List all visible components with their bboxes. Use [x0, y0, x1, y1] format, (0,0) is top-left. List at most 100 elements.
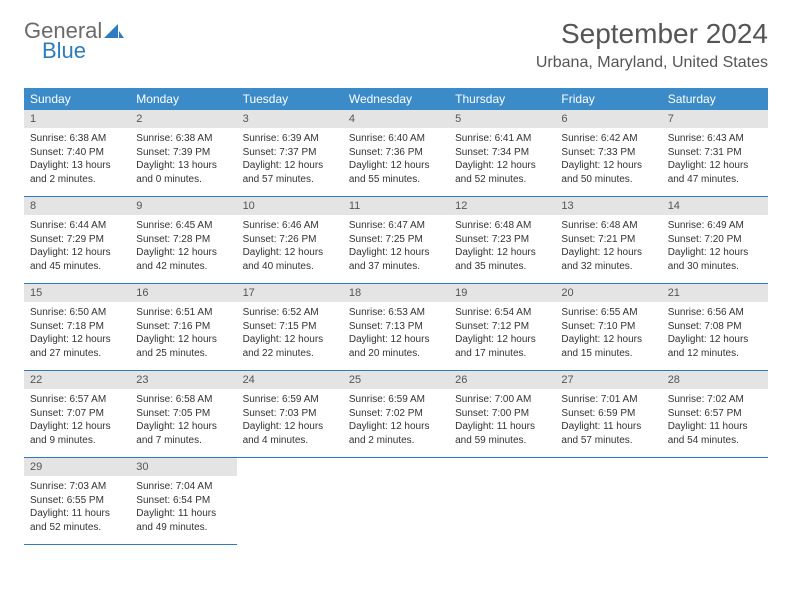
calendar-cell: 6Sunrise: 6:42 AMSunset: 7:33 PMDaylight… — [555, 110, 661, 197]
day-number: 19 — [449, 284, 555, 302]
day-number: 11 — [343, 197, 449, 215]
sunset-text: Sunset: 7:13 PM — [349, 320, 443, 334]
day-number: 16 — [130, 284, 236, 302]
sunrise-text: Sunrise: 6:38 AM — [30, 132, 124, 146]
daylight-text: Daylight: 12 hours and 52 minutes. — [455, 159, 549, 186]
sunset-text: Sunset: 7:23 PM — [455, 233, 549, 247]
daylight-text: Daylight: 12 hours and 22 minutes. — [243, 333, 337, 360]
sunset-text: Sunset: 7:40 PM — [30, 146, 124, 160]
day-body: Sunrise: 7:00 AMSunset: 7:00 PMDaylight:… — [449, 389, 555, 457]
calendar-cell: 4Sunrise: 6:40 AMSunset: 7:36 PMDaylight… — [343, 110, 449, 197]
day-body: Sunrise: 6:59 AMSunset: 7:02 PMDaylight:… — [343, 389, 449, 457]
calendar-cell: 15Sunrise: 6:50 AMSunset: 7:18 PMDayligh… — [24, 284, 130, 371]
sail-icon — [104, 22, 124, 40]
sunrise-text: Sunrise: 6:57 AM — [30, 393, 124, 407]
daylight-text: Daylight: 12 hours and 12 minutes. — [668, 333, 762, 360]
day-number: 29 — [24, 458, 130, 476]
sunset-text: Sunset: 7:08 PM — [668, 320, 762, 334]
daylight-text: Daylight: 11 hours and 49 minutes. — [136, 507, 230, 534]
sunrise-text: Sunrise: 6:50 AM — [30, 306, 124, 320]
daylight-text: Daylight: 13 hours and 2 minutes. — [30, 159, 124, 186]
day-body: Sunrise: 6:49 AMSunset: 7:20 PMDaylight:… — [662, 215, 768, 283]
day-body: Sunrise: 6:42 AMSunset: 7:33 PMDaylight:… — [555, 128, 661, 196]
day-body: Sunrise: 6:39 AMSunset: 7:37 PMDaylight:… — [237, 128, 343, 196]
sunset-text: Sunset: 7:03 PM — [243, 407, 337, 421]
sunrise-text: Sunrise: 6:43 AM — [668, 132, 762, 146]
sunset-text: Sunset: 7:39 PM — [136, 146, 230, 160]
sunrise-text: Sunrise: 6:42 AM — [561, 132, 655, 146]
sunrise-text: Sunrise: 6:45 AM — [136, 219, 230, 233]
sunrise-text: Sunrise: 7:02 AM — [668, 393, 762, 407]
daylight-text: Daylight: 12 hours and 9 minutes. — [30, 420, 124, 447]
calendar-row: 29Sunrise: 7:03 AMSunset: 6:55 PMDayligh… — [24, 458, 768, 545]
daylight-text: Daylight: 12 hours and 20 minutes. — [349, 333, 443, 360]
day-body: Sunrise: 7:04 AMSunset: 6:54 PMDaylight:… — [130, 476, 236, 544]
sunset-text: Sunset: 6:57 PM — [668, 407, 762, 421]
sunrise-text: Sunrise: 6:39 AM — [243, 132, 337, 146]
day-number: 1 — [24, 110, 130, 128]
calendar-cell: 3Sunrise: 6:39 AMSunset: 7:37 PMDaylight… — [237, 110, 343, 197]
sunset-text: Sunset: 7:37 PM — [243, 146, 337, 160]
sunrise-text: Sunrise: 6:51 AM — [136, 306, 230, 320]
calendar-cell: 22Sunrise: 6:57 AMSunset: 7:07 PMDayligh… — [24, 371, 130, 458]
sunrise-text: Sunrise: 6:54 AM — [455, 306, 549, 320]
calendar-cell: 8Sunrise: 6:44 AMSunset: 7:29 PMDaylight… — [24, 197, 130, 284]
calendar-cell: 10Sunrise: 6:46 AMSunset: 7:26 PMDayligh… — [237, 197, 343, 284]
day-body: Sunrise: 6:53 AMSunset: 7:13 PMDaylight:… — [343, 302, 449, 370]
calendar-cell: 12Sunrise: 6:48 AMSunset: 7:23 PMDayligh… — [449, 197, 555, 284]
sunrise-text: Sunrise: 6:48 AM — [455, 219, 549, 233]
day-body: Sunrise: 6:54 AMSunset: 7:12 PMDaylight:… — [449, 302, 555, 370]
sunset-text: Sunset: 7:34 PM — [455, 146, 549, 160]
sunset-text: Sunset: 6:54 PM — [136, 494, 230, 508]
calendar-cell: 29Sunrise: 7:03 AMSunset: 6:55 PMDayligh… — [24, 458, 130, 545]
daylight-text: Daylight: 12 hours and 30 minutes. — [668, 246, 762, 273]
daylight-text: Daylight: 12 hours and 42 minutes. — [136, 246, 230, 273]
calendar-cell: 20Sunrise: 6:55 AMSunset: 7:10 PMDayligh… — [555, 284, 661, 371]
calendar-cell: 26Sunrise: 7:00 AMSunset: 7:00 PMDayligh… — [449, 371, 555, 458]
daylight-text: Daylight: 11 hours and 52 minutes. — [30, 507, 124, 534]
day-body: Sunrise: 6:59 AMSunset: 7:03 PMDaylight:… — [237, 389, 343, 457]
day-number: 6 — [555, 110, 661, 128]
calendar-row: 1Sunrise: 6:38 AMSunset: 7:40 PMDaylight… — [24, 110, 768, 197]
sunset-text: Sunset: 7:05 PM — [136, 407, 230, 421]
calendar-cell: 5Sunrise: 6:41 AMSunset: 7:34 PMDaylight… — [449, 110, 555, 197]
daylight-text: Daylight: 12 hours and 37 minutes. — [349, 246, 443, 273]
day-number: 25 — [343, 371, 449, 389]
day-body: Sunrise: 6:55 AMSunset: 7:10 PMDaylight:… — [555, 302, 661, 370]
sunset-text: Sunset: 7:12 PM — [455, 320, 549, 334]
sunrise-text: Sunrise: 7:01 AM — [561, 393, 655, 407]
daylight-text: Daylight: 12 hours and 50 minutes. — [561, 159, 655, 186]
sunset-text: Sunset: 7:21 PM — [561, 233, 655, 247]
sunset-text: Sunset: 7:15 PM — [243, 320, 337, 334]
calendar-cell: 30Sunrise: 7:04 AMSunset: 6:54 PMDayligh… — [130, 458, 236, 545]
sunset-text: Sunset: 7:16 PM — [136, 320, 230, 334]
day-body: Sunrise: 6:46 AMSunset: 7:26 PMDaylight:… — [237, 215, 343, 283]
sunrise-text: Sunrise: 7:03 AM — [30, 480, 124, 494]
calendar-row: 15Sunrise: 6:50 AMSunset: 7:18 PMDayligh… — [24, 284, 768, 371]
calendar-row: 8Sunrise: 6:44 AMSunset: 7:29 PMDaylight… — [24, 197, 768, 284]
calendar-cell: 28Sunrise: 7:02 AMSunset: 6:57 PMDayligh… — [662, 371, 768, 458]
day-body: Sunrise: 7:03 AMSunset: 6:55 PMDaylight:… — [24, 476, 130, 544]
sunrise-text: Sunrise: 6:58 AM — [136, 393, 230, 407]
calendar-cell: 13Sunrise: 6:48 AMSunset: 7:21 PMDayligh… — [555, 197, 661, 284]
daylight-text: Daylight: 12 hours and 15 minutes. — [561, 333, 655, 360]
header: General September 2024 Urbana, Maryland,… — [24, 18, 768, 72]
calendar-cell — [662, 458, 768, 545]
sunrise-text: Sunrise: 6:53 AM — [349, 306, 443, 320]
calendar-cell — [449, 458, 555, 545]
sunrise-text: Sunrise: 6:55 AM — [561, 306, 655, 320]
sunset-text: Sunset: 7:33 PM — [561, 146, 655, 160]
calendar-cell: 23Sunrise: 6:58 AMSunset: 7:05 PMDayligh… — [130, 371, 236, 458]
sunrise-text: Sunrise: 7:00 AM — [455, 393, 549, 407]
weekday-saturday: Saturday — [662, 88, 768, 110]
day-number: 12 — [449, 197, 555, 215]
calendar-cell — [343, 458, 449, 545]
title-block: September 2024 Urbana, Maryland, United … — [536, 18, 768, 72]
day-number: 18 — [343, 284, 449, 302]
day-body: Sunrise: 6:56 AMSunset: 7:08 PMDaylight:… — [662, 302, 768, 370]
calendar-cell: 19Sunrise: 6:54 AMSunset: 7:12 PMDayligh… — [449, 284, 555, 371]
daylight-text: Daylight: 12 hours and 2 minutes. — [349, 420, 443, 447]
daylight-text: Daylight: 11 hours and 57 minutes. — [561, 420, 655, 447]
sunrise-text: Sunrise: 6:44 AM — [30, 219, 124, 233]
calendar-row: 22Sunrise: 6:57 AMSunset: 7:07 PMDayligh… — [24, 371, 768, 458]
